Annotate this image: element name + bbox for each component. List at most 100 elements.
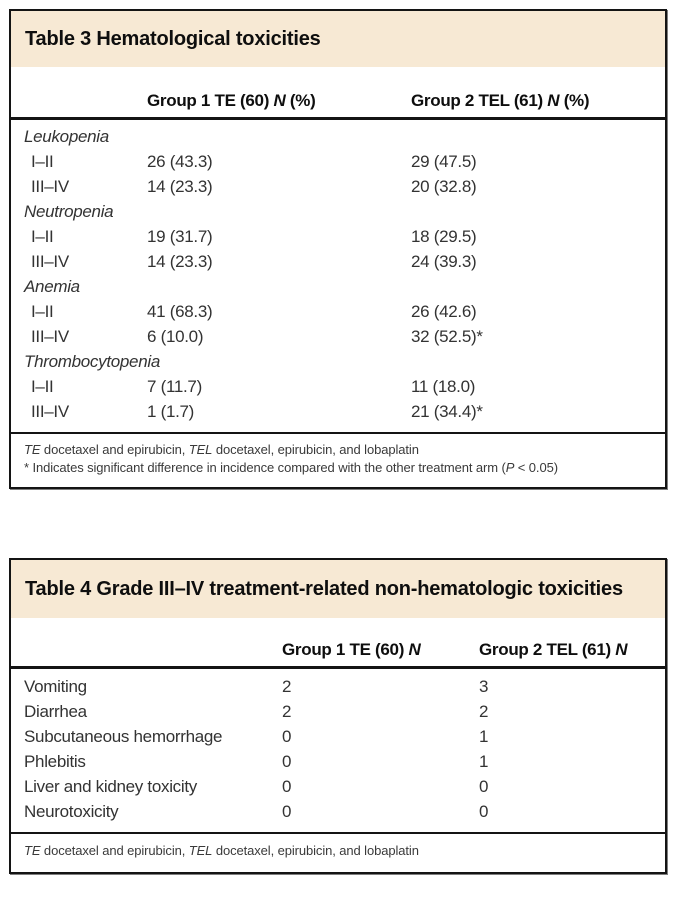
table3-footer-rule: [11, 432, 665, 434]
group2-value: 21 (34.4)*: [411, 402, 483, 421]
table4-col1-header: Group 1 TE (60) N: [282, 640, 479, 660]
group1-value: 0: [282, 727, 292, 746]
section-thrombocytopenia: Thrombocytopenia: [24, 352, 160, 371]
table4-col2-header-pre: Group 2 TEL (61): [479, 640, 616, 659]
significance-p: P: [505, 459, 515, 475]
grade-label: I–II: [31, 377, 54, 396]
table-row: III–IV 14 (23.3) 24 (39.3): [11, 249, 665, 274]
abbrev-tel: TEL: [188, 843, 213, 858]
group1-value: 14 (23.3): [147, 252, 213, 271]
table4-footnote-abbreviations: TE docetaxel and epirubicin, TEL docetax…: [24, 842, 652, 860]
table3-footnotes: TE docetaxel and epirubicin, TEL docetax…: [11, 434, 665, 487]
table-row: I–II 41 (68.3) 26 (42.6): [11, 299, 665, 324]
table4-header-rule: [11, 666, 665, 669]
table3-footnote-significance: * Indicates significant difference in in…: [24, 459, 652, 477]
toxicity-label: Vomiting: [24, 677, 87, 696]
abbrev-te-text: docetaxel and epirubicin,: [40, 442, 189, 457]
table3-col1-header-pre: Group 1 TE (60): [147, 91, 274, 110]
toxicity-label: Subcutaneous hemorrhage: [24, 727, 223, 746]
table4-footer-rule: [11, 832, 665, 834]
group1-value: 1 (1.7): [147, 402, 195, 421]
grade-label: I–II: [31, 152, 54, 171]
table4-body: Vomiting 2 3 Diarrhea 2 2 Subcutaneous h…: [11, 669, 665, 832]
table4-footnotes: TE docetaxel and epirubicin, TEL docetax…: [11, 834, 665, 872]
abbrev-tel: TEL: [188, 442, 213, 457]
table3-col2-header-suffix: (%): [559, 91, 590, 110]
group1-value: 7 (11.7): [147, 377, 202, 396]
table3-title: Table 3 Hematological toxicities: [25, 28, 321, 50]
grade-label: III–IV: [31, 402, 69, 421]
group2-value: 3: [479, 677, 489, 696]
grade-label: I–II: [31, 227, 54, 246]
table-row: III–IV 6 (10.0) 32 (52.5)*: [11, 324, 665, 349]
table-row: Neurotoxicity 0 0: [11, 799, 665, 824]
group2-value: 20 (32.8): [411, 177, 477, 196]
table4-col2-header: Group 2 TEL (61) N: [479, 640, 652, 660]
table-row: Vomiting 2 3: [11, 674, 665, 699]
group1-value: 41 (68.3): [147, 302, 213, 321]
section-leukopenia: Leukopenia: [24, 127, 109, 146]
table4-title: Table 4 Grade III–IV treatment-related n…: [25, 578, 623, 600]
table3-column-headers: Group 1 TE (60) N (%) Group 2 TEL (61) N…: [11, 67, 665, 117]
abbrev-tel-text: docetaxel, epirubicin, and lobaplatin: [212, 843, 419, 858]
abbrev-te: TE: [24, 843, 41, 858]
abbrev-tel-text: docetaxel, epirubicin, and lobaplatin: [212, 442, 419, 457]
grade-label: III–IV: [31, 327, 69, 346]
significance-post: < 0.05): [514, 459, 558, 475]
table-row: Liver and kidney toxicity 0 0: [11, 774, 665, 799]
table-row: I–II 19 (31.7) 18 (29.5): [11, 224, 665, 249]
table3-body: Leukopenia I–II 26 (43.3) 29 (47.5) III–…: [11, 120, 665, 432]
table4-nonhematologic-toxicities: Table 4 Grade III–IV treatment-related n…: [9, 558, 667, 874]
group2-value: 24 (39.3): [411, 252, 477, 271]
group1-value: 0: [282, 752, 292, 771]
group2-value: 18 (29.5): [411, 227, 477, 246]
group1-value: 14 (23.3): [147, 177, 213, 196]
table-row: I–II 26 (43.3) 29 (47.5): [11, 149, 665, 174]
table4-col1-header-pre: Group 1 TE (60): [282, 640, 409, 659]
table-row: Diarrhea 2 2: [11, 699, 665, 724]
section-anemia: Anemia: [24, 277, 80, 296]
table3-col2-header: Group 2 TEL (61) N (%): [411, 91, 652, 111]
table4-column-headers: Group 1 TE (60) N Group 2 TEL (61) N: [11, 618, 665, 666]
group1-value: 19 (31.7): [147, 227, 213, 246]
grade-label: III–IV: [31, 177, 69, 196]
group1-value: 2: [282, 677, 292, 696]
toxicity-label: Phlebitis: [24, 752, 86, 771]
group2-value: 0: [479, 777, 489, 796]
group2-value: 0: [479, 802, 489, 821]
group1-value: 26 (43.3): [147, 152, 213, 171]
group2-value: 2: [479, 702, 489, 721]
group2-value: 1: [479, 727, 489, 746]
table4-col2-header-n: N: [615, 640, 628, 659]
table3-footnote-abbreviations: TE docetaxel and epirubicin, TEL docetax…: [24, 441, 652, 459]
table3-col2-header-n: N: [547, 91, 560, 110]
table3-title-band: Table 3 Hematological toxicities: [11, 11, 665, 67]
table4-title-band: Table 4 Grade III–IV treatment-related n…: [11, 560, 665, 618]
abbrev-te-text: docetaxel and epirubicin,: [40, 843, 189, 858]
table-row: Subcutaneous hemorrhage 0 1: [11, 724, 665, 749]
group1-value: 6 (10.0): [147, 327, 204, 346]
group1-value: 2: [282, 702, 292, 721]
group1-value: 0: [282, 777, 292, 796]
toxicity-label: Diarrhea: [24, 702, 87, 721]
group2-value: 26 (42.6): [411, 302, 477, 321]
toxicity-label: Neurotoxicity: [24, 802, 119, 821]
table-row: III–IV 1 (1.7) 21 (34.4)*: [11, 399, 665, 424]
abbrev-te: TE: [24, 442, 41, 457]
grade-label: I–II: [31, 302, 54, 321]
table-row: III–IV 14 (23.3) 20 (32.8): [11, 174, 665, 199]
group2-value: 1: [479, 752, 489, 771]
section-neutropenia: Neutropenia: [24, 202, 114, 221]
table-row: Phlebitis 0 1: [11, 749, 665, 774]
table3-col1-header-suffix: (%): [285, 91, 316, 110]
table3-col2-header-pre: Group 2 TEL (61): [411, 91, 548, 110]
group2-value: 32 (52.5)*: [411, 327, 483, 346]
group2-value: 29 (47.5): [411, 152, 477, 171]
group1-value: 0: [282, 802, 292, 821]
table4-stub-header: [24, 640, 282, 660]
toxicity-label: Liver and kidney toxicity: [24, 777, 197, 796]
significance-pre: * Indicates significant difference in in…: [24, 459, 506, 475]
table3-col1-header: Group 1 TE (60) N (%): [147, 91, 411, 111]
table3-stub-header: [24, 91, 147, 111]
